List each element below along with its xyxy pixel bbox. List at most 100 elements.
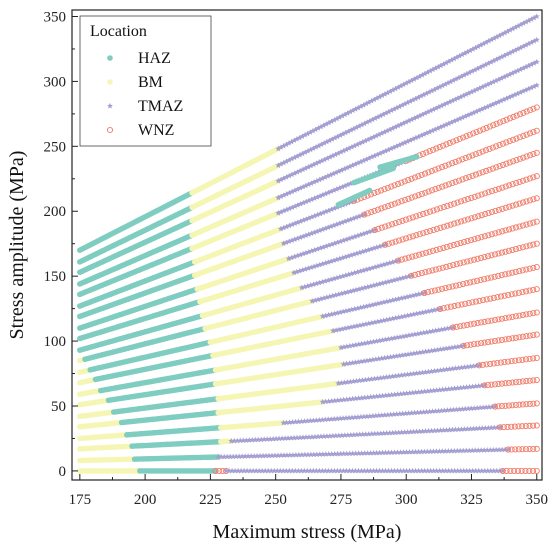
legend-title: Location (90, 23, 147, 40)
point-tmaz (352, 450, 359, 456)
point-tmaz (328, 118, 335, 124)
point-tmaz (241, 467, 248, 474)
segment-bm (215, 380, 342, 402)
point-tmaz (291, 170, 298, 176)
point-wnz (533, 127, 540, 134)
point-tmaz (466, 447, 473, 454)
segment-wnz (450, 309, 540, 331)
point-tmaz (321, 140, 327, 146)
point-tmaz (461, 72, 468, 78)
point-tmaz (496, 55, 503, 61)
point-tmaz (310, 145, 317, 151)
point-wnz (449, 160, 456, 167)
point-wnz (471, 236, 478, 243)
point-wnz (526, 377, 533, 384)
point-wnz (507, 467, 514, 474)
point-tmaz (449, 97, 456, 104)
point-tmaz (382, 467, 389, 474)
point-wnz (405, 195, 412, 202)
segment-bm (202, 298, 316, 332)
point-tmaz (356, 123, 363, 129)
point-tmaz (475, 447, 482, 453)
point-tmaz (374, 151, 381, 158)
point-wnz (526, 467, 533, 474)
point-wnz (484, 381, 492, 389)
point-tmaz (455, 74, 462, 81)
point-tmaz (493, 56, 500, 62)
point-tmaz (286, 157, 292, 163)
point-tmaz (396, 141, 403, 148)
point-wnz (502, 227, 509, 234)
point-tmaz (445, 467, 452, 474)
point-wnz (430, 207, 437, 214)
point-wnz (508, 423, 515, 430)
y-tick-label: 0 (59, 464, 67, 480)
point-tmaz (498, 97, 504, 104)
point-wnz (476, 170, 483, 177)
point-tmaz (295, 451, 302, 458)
point-tmaz (332, 151, 339, 158)
segment-wnz (361, 149, 540, 218)
segment-bm (189, 145, 282, 196)
point-tmaz (302, 165, 309, 171)
point-tmaz (315, 125, 322, 131)
point-tmaz (482, 82, 489, 89)
point-wnz (533, 376, 540, 384)
point-tmaz (384, 127, 391, 134)
point-tmaz (464, 48, 471, 55)
point-tmaz (280, 159, 287, 166)
point-tmaz (274, 467, 281, 474)
point-tmaz (302, 149, 309, 155)
point-wnz (378, 205, 385, 212)
point-wnz (505, 291, 512, 299)
point-tmaz (472, 447, 479, 453)
point-tmaz (333, 115, 340, 122)
point-tmaz (434, 85, 441, 91)
point-tmaz (376, 93, 383, 100)
point-wnz (522, 288, 530, 295)
point-wnz (501, 359, 508, 366)
point-tmaz (476, 107, 482, 113)
point-wnz (382, 223, 389, 230)
point-tmaz (392, 123, 399, 130)
point-wnz (415, 192, 422, 199)
point-tmaz (367, 449, 374, 456)
point-wnz (459, 176, 466, 183)
point-tmaz (319, 175, 326, 182)
point-tmaz (301, 451, 308, 458)
point-tmaz (506, 94, 513, 100)
point-tmaz (349, 162, 356, 168)
point-wnz (526, 152, 534, 159)
point-tmaz (418, 93, 424, 99)
point-wnz (375, 225, 382, 232)
point-wnz (458, 218, 465, 225)
point-wnz (501, 292, 508, 299)
x-tick-label: 175 (69, 492, 92, 508)
point-wnz (483, 361, 490, 368)
point-tmaz (263, 452, 269, 459)
point-tmaz (365, 99, 372, 105)
segment-haz (124, 424, 224, 438)
point-tmaz (291, 187, 298, 194)
point-tmaz (448, 119, 455, 125)
point-tmaz (501, 73, 508, 80)
point-wnz (432, 166, 439, 173)
point-wnz (519, 333, 526, 340)
point-tmaz (528, 61, 535, 67)
point-wnz (530, 332, 537, 339)
point-tmaz (429, 127, 436, 134)
point-wnz (438, 285, 446, 292)
point-wnz (428, 187, 436, 194)
point-tmaz (477, 64, 484, 70)
point-wnz (508, 446, 515, 453)
point-wnz (429, 146, 437, 153)
point-wnz (409, 253, 416, 260)
point-tmaz (296, 134, 303, 141)
point-tmaz (337, 450, 344, 457)
point-wnz (516, 134, 523, 141)
point-wnz (463, 280, 470, 287)
point-wnz (515, 289, 522, 296)
point-tmaz (348, 127, 354, 133)
point-wnz (418, 171, 425, 178)
point-wnz (402, 216, 409, 223)
